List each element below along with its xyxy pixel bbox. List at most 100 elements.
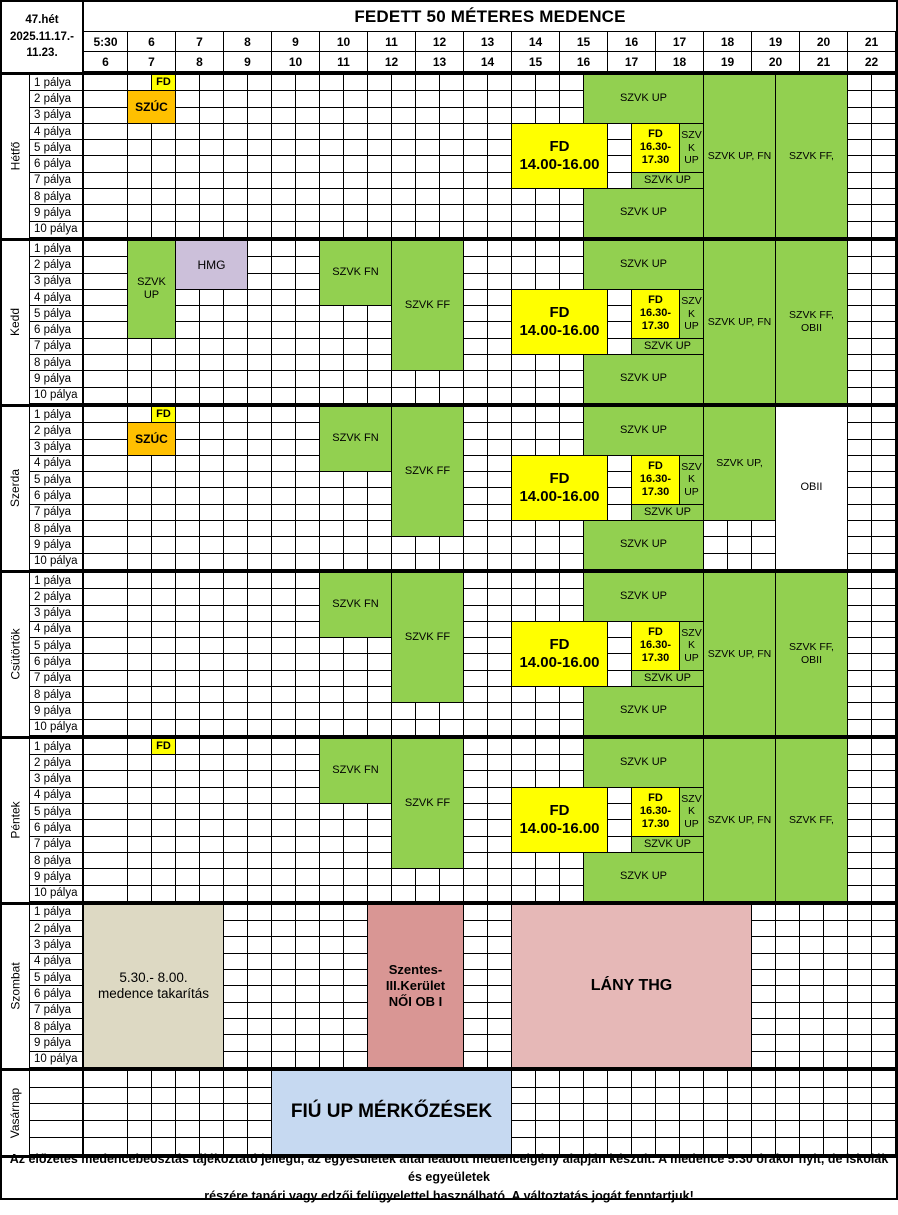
grid-cell (800, 1051, 824, 1068)
grid-cell (296, 537, 320, 554)
grid-cell (608, 638, 632, 655)
grid-cell (464, 172, 488, 190)
grid-cell (608, 338, 632, 356)
grid-cell (200, 75, 224, 92)
grid-cell (248, 787, 272, 805)
lane-label: 9 pálya (30, 205, 84, 222)
grid-cell (752, 970, 776, 987)
grid-cell (560, 75, 584, 92)
grid-cell (824, 1035, 848, 1052)
grid-cell (296, 75, 320, 92)
time-header-cell: 19 (704, 52, 752, 72)
schedule-block: SZVK UP (583, 354, 704, 404)
grid-cell (84, 455, 128, 473)
grid-cell (584, 1138, 608, 1155)
grid-cell (296, 621, 320, 639)
grid-cell (368, 686, 392, 704)
grid-cell (224, 1121, 248, 1138)
grid-cell (248, 1002, 272, 1019)
grid-cell (656, 1070, 680, 1088)
grid-cell (128, 221, 152, 238)
grid-cell (344, 1035, 368, 1052)
grid-cell (872, 1018, 896, 1036)
grid-cell (272, 869, 296, 886)
lane-label: 7 pálya (30, 338, 84, 356)
grid-cell (848, 771, 872, 788)
grid-cell (560, 1104, 584, 1122)
grid-cell (872, 1138, 896, 1155)
grid-cell (872, 172, 896, 190)
grid-cell (176, 455, 200, 473)
grid-cell (128, 589, 152, 606)
grid-cell (872, 338, 896, 356)
grid-cell (608, 140, 632, 157)
grid-cell (824, 921, 848, 938)
day-separator (2, 72, 896, 75)
grid-cell (200, 605, 224, 622)
grid-cell (512, 406, 536, 424)
grid-cell (488, 787, 512, 805)
grid-cell (872, 221, 896, 238)
grid-cell (176, 1087, 200, 1105)
time-header-cell: 20 (752, 52, 800, 72)
grid-cell (872, 273, 896, 290)
grid-cell (824, 953, 848, 971)
grid-cell (84, 605, 128, 622)
grid-cell (512, 1087, 536, 1105)
lane-label: 2 pálya (30, 423, 84, 440)
grid-cell (464, 289, 488, 307)
grid-cell (440, 885, 464, 902)
grid-cell (320, 521, 344, 538)
grid-cell (296, 221, 320, 238)
day-label: Péntek (2, 738, 30, 902)
lane-label (30, 1104, 84, 1122)
grid-cell (608, 1121, 632, 1138)
grid-cell (176, 75, 200, 92)
grid-cell (488, 804, 512, 821)
grid-cell (84, 1138, 128, 1155)
grid-cell (176, 107, 200, 124)
grid-cell (872, 771, 896, 788)
grid-cell (272, 638, 296, 655)
grid-cell (128, 387, 152, 404)
grid-cell (416, 205, 440, 222)
grid-cell (84, 1121, 128, 1138)
grid-cell (152, 572, 176, 590)
grid-cell (560, 91, 584, 108)
time-header-cell: 7 (128, 52, 176, 72)
grid-cell (464, 654, 488, 671)
grid-cell (560, 572, 584, 590)
grid-cell (728, 1087, 752, 1105)
grid-cell (800, 1104, 824, 1122)
grid-cell (320, 970, 344, 987)
grid-cell (128, 355, 152, 372)
time-header-cell: 5:30 (84, 32, 128, 52)
grid-cell (320, 654, 344, 671)
grid-cell (84, 172, 128, 190)
grid-cell (200, 371, 224, 388)
grid-cell (296, 605, 320, 622)
grid-cell (848, 455, 872, 473)
lane-label: 9 pálya (30, 371, 84, 388)
grid-cell (200, 189, 224, 206)
grid-cell (848, 654, 872, 671)
grid-cell (872, 921, 896, 938)
day-label: Vasárnap (2, 1070, 30, 1155)
grid-cell (248, 836, 272, 853)
grid-cell (320, 904, 344, 922)
grid-cell (176, 1104, 200, 1122)
grid-cell (152, 787, 176, 805)
lane-label: 1 pálya (30, 75, 84, 92)
grid-cell (488, 91, 512, 108)
lane-label: 9 pálya (30, 703, 84, 720)
grid-cell (440, 140, 464, 157)
grid-cell (272, 123, 296, 141)
lane-label: 6 pálya (30, 820, 84, 837)
grid-cell (776, 953, 800, 971)
grid-cell (488, 719, 512, 736)
grid-cell (128, 686, 152, 704)
grid-cell (416, 107, 440, 124)
lane-label: 1 pálya (30, 738, 84, 756)
grid-cell (488, 885, 512, 902)
grid-cell (464, 338, 488, 356)
